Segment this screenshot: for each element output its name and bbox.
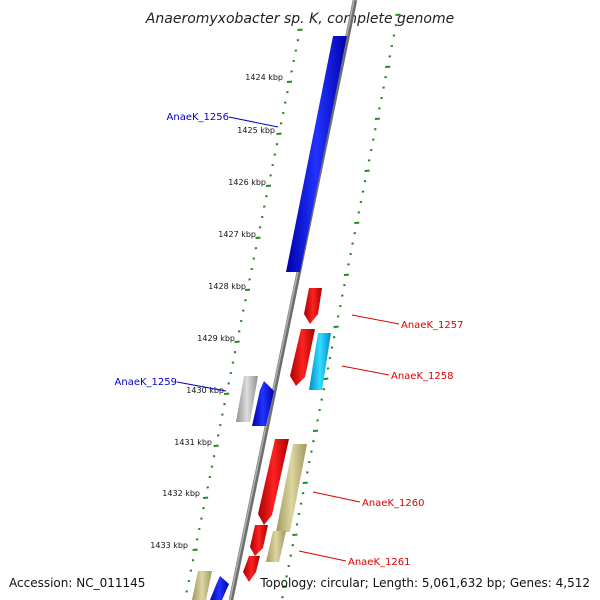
- tick-label-1427: 1427 kbp: [218, 230, 256, 239]
- leader-anaek-1257: [351, 314, 400, 325]
- leader-anaek-1259: [176, 381, 227, 392]
- gene-label-anaek-1257[interactable]: AnaeK_1257: [401, 320, 463, 331]
- leader-anaek-1261: [298, 550, 347, 562]
- gene-leader-lines: [176, 116, 400, 562]
- leader-anaek-1260: [312, 491, 361, 503]
- gene-label-anaek-1256[interactable]: AnaeK_1256: [167, 112, 229, 123]
- gene-label-anaek-1260[interactable]: AnaeK_1260: [362, 498, 424, 509]
- gene-label-anaek-1259[interactable]: AnaeK_1259: [115, 377, 177, 388]
- map-title: Anaeromyxobacter sp. K, complete genome: [145, 11, 454, 27]
- tick-rows: [185, 13, 401, 599]
- gene-red-cds-b[interactable]: [243, 556, 260, 582]
- tick-label-1433: 1433 kbp: [150, 541, 188, 550]
- genome-backbone: [228, 0, 358, 600]
- leader-anaek-1258: [341, 365, 390, 376]
- tick-label-1428: 1428 kbp: [208, 282, 246, 291]
- tick-label-1430: 1430 kbp: [186, 386, 224, 395]
- leader-anaek-1256: [228, 116, 279, 128]
- tick-label-1425: 1425 kbp: [237, 126, 275, 135]
- gene-label-anaek-1261[interactable]: AnaeK_1261: [348, 557, 410, 568]
- tick-label-1424: 1424 kbp: [245, 73, 283, 82]
- gene-gray-cds[interactable]: [236, 376, 258, 422]
- tick-label-1431: 1431 kbp: [174, 438, 212, 447]
- gene-anaek-1257-cds[interactable]: [290, 329, 315, 386]
- gene-red-cds-a[interactable]: [304, 288, 322, 324]
- gene-labels: AnaeK_1256 AnaeK_1257 AnaeK_1258 AnaeK_1…: [115, 112, 464, 568]
- gene-anaek-1256-cds[interactable]: [286, 36, 347, 272]
- gene-blue-cds-c[interactable]: [210, 576, 229, 600]
- topology-label: Topology: circular; Length: 5,061,632 bp…: [260, 576, 590, 590]
- gene-khaki-cds-a[interactable]: [276, 444, 307, 532]
- gene-anaek-1261-cds[interactable]: [250, 525, 268, 556]
- tick-label-1432: 1432 kbp: [162, 489, 200, 498]
- features: [192, 36, 347, 600]
- gene-label-anaek-1258[interactable]: AnaeK_1258: [391, 371, 453, 382]
- accession-label: Accession: NC_011145: [9, 576, 146, 590]
- gene-anaek-1258-cds[interactable]: [309, 333, 331, 390]
- kbp-tick-labels: 1424 kbp 1425 kbp 1426 kbp 1427 kbp 1428…: [150, 73, 283, 550]
- tick-label-1426: 1426 kbp: [228, 178, 266, 187]
- gene-khaki-cds-b[interactable]: [266, 531, 286, 562]
- tick-label-1429: 1429 kbp: [197, 334, 235, 343]
- gene-khaki-cds-c[interactable]: [192, 571, 212, 600]
- gene-anaek-1259-cds[interactable]: [252, 381, 274, 426]
- gene-anaek-1260-cds[interactable]: [258, 439, 289, 525]
